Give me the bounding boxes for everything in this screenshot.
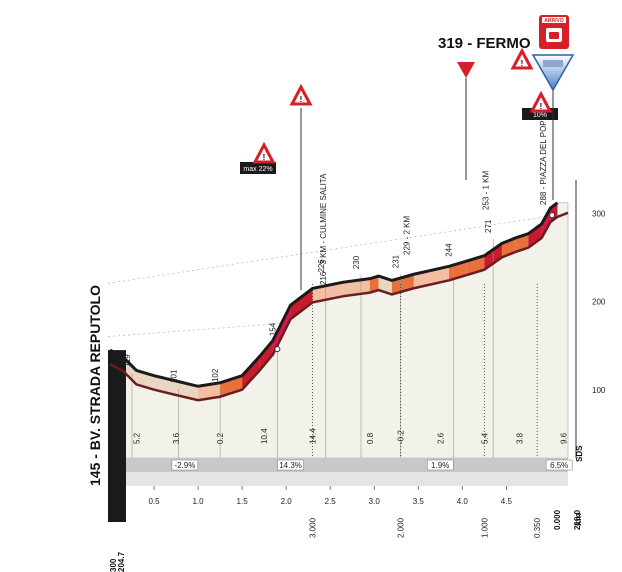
profile-verticals: [131, 238, 538, 488]
segment-length-label: 2.6: [436, 432, 445, 444]
x-right-label: 210.0: [573, 509, 582, 530]
gradient-label: 6.5%: [550, 461, 568, 470]
distance-to-finish-label: 2.000: [397, 517, 406, 538]
final-km-flag-icon: [531, 54, 575, 92]
annotation-label: 229 - 2 KM: [402, 216, 411, 255]
elevation-label: 154: [268, 322, 277, 336]
segment-length-label: 14.4: [309, 428, 318, 444]
gradient-band: [220, 375, 243, 397]
gradient-band: [272, 305, 291, 355]
gradient-band: [528, 223, 542, 248]
x-right-label: 0.000: [553, 509, 562, 530]
warning-icon: !: [252, 141, 276, 164]
segment-length-label: 5.2: [132, 432, 141, 444]
x-tick-label: 2.0: [281, 497, 293, 506]
start-bar: [108, 350, 126, 522]
finish-badge-label: ARRIVO: [544, 18, 564, 24]
segment-length-label: 0.8: [366, 432, 375, 444]
svg-text:!: !: [540, 102, 543, 111]
svg-text:!: !: [263, 153, 266, 162]
distance-to-finish-label: 1.000: [480, 517, 489, 538]
chart-labels: 100 200 300 119 101 102 154 226 230 231 244 271 5.2 3…: [109, 103, 606, 572]
segment-length-label: 9.6: [560, 432, 569, 444]
x-unit-label: km: [573, 513, 583, 526]
distance-band-base: [126, 472, 568, 486]
elevation-label: 119: [123, 354, 132, 367]
badge-label: max 22%: [243, 166, 272, 173]
segment-length-label: -0.2: [397, 430, 406, 444]
x-tick-label: 2.5: [325, 497, 337, 506]
y-axis-label: SDS: [575, 445, 584, 462]
badge-label: 10%: [533, 112, 547, 119]
elevation-label: 101: [170, 369, 179, 383]
gradient-band: [123, 357, 137, 385]
gradient-band: [290, 288, 313, 320]
x-tick-label: 1.5: [237, 497, 249, 506]
gradient-box: [277, 459, 304, 471]
road-top-line: [109, 201, 559, 388]
badge-box: [240, 162, 276, 174]
gradient-band: [369, 276, 379, 293]
elevation-label: 226: [317, 259, 326, 273]
x-tick-label: 3.5: [413, 497, 425, 506]
elevation-label: 244: [445, 243, 454, 257]
segment-length-label: 10.4: [260, 428, 269, 444]
annotation-label: 253 - 1 KM: [482, 171, 491, 210]
baseline-band: [126, 458, 573, 490]
finish-badge-icon: ARRIVO: [539, 15, 569, 49]
elevation-label: 230: [352, 255, 361, 269]
segment-length-label: 0.2: [216, 432, 225, 444]
warning-icon: !: [510, 47, 534, 70]
annotation-label: 216 - 3 KM - CULMINE SALITA: [319, 173, 328, 285]
svg-text:!: !: [521, 59, 524, 68]
x-tick-label: 3.0: [369, 497, 381, 506]
gradient-band: [198, 382, 221, 401]
checkpoint-marker: [274, 346, 281, 353]
elevation-label: 271: [484, 219, 493, 233]
gradient-band-base: [126, 458, 568, 472]
start-label: 145 - BV. STRADA REPUTOLO: [87, 285, 103, 486]
gradient-label: 1.9%: [431, 461, 449, 470]
finish-arrow-icon: [457, 62, 475, 78]
road-bottom-line: [109, 211, 569, 402]
x-tick-label: 1.0: [193, 497, 205, 506]
distance-to-finish-label: 0.350: [533, 517, 542, 538]
checkpoint-marker: [549, 212, 556, 219]
elevation-label: 102: [211, 368, 220, 382]
distance-to-finish-label: 3.000: [309, 517, 318, 538]
gradient-band: [343, 278, 370, 297]
y-tick-label: 300: [592, 209, 606, 218]
x-start-label: 300: [109, 558, 118, 572]
gradient-box: [545, 459, 573, 471]
gradient-band: [413, 266, 450, 289]
y-tick-label: 100: [592, 386, 606, 395]
gradient-box: [171, 459, 199, 471]
annotation-label: 288 - PIAZZA DEL POPOLO: [539, 103, 548, 205]
gradient-label: 14.3%: [279, 461, 302, 470]
gradient-band: [242, 356, 260, 390]
x-right-label: 204.7: [117, 551, 126, 572]
gradient-label: -2.9%: [174, 461, 195, 470]
gradient-band: [541, 208, 551, 238]
road-line: [109, 201, 569, 402]
x-tick-label: 4.5: [501, 497, 513, 506]
gradient-band: [259, 340, 273, 371]
segment-length-label: 5.4: [480, 432, 489, 444]
svg-text:!: !: [300, 95, 303, 104]
warning-icon: !: [289, 83, 313, 106]
gradient-box: [426, 459, 454, 471]
finish-label: 319 - FERMO: [438, 35, 531, 52]
warning-icon: !: [529, 90, 553, 113]
x-tick-label: 0.5: [148, 497, 160, 506]
x-tick-label: 4.0: [457, 497, 469, 506]
y-tick-label: 200: [592, 298, 606, 307]
segment-length-label: 3.8: [516, 432, 525, 444]
segment-length-label: 3.6: [172, 432, 181, 444]
elevation-label: 231: [392, 254, 401, 268]
